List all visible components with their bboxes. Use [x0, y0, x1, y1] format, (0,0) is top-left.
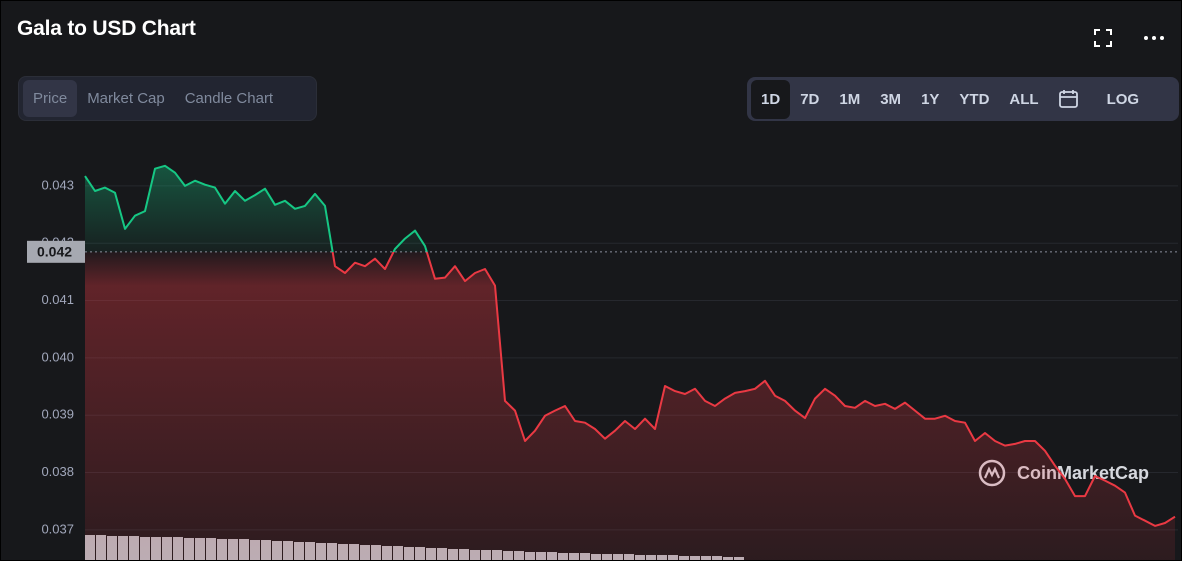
price-line [84, 164, 1176, 527]
range-button[interactable]: 7D [800, 90, 820, 108]
range-button[interactable]: 1Y [921, 90, 940, 108]
range-group: 1D 7D 1M 3M 1Y YTD ALL LOG [747, 77, 1179, 121]
range-button[interactable]: 1M [839, 90, 861, 108]
range-button[interactable]: 1D [751, 79, 791, 119]
range-button[interactable]: 3M [880, 90, 902, 108]
fullscreen-icon[interactable] [1093, 28, 1113, 48]
y-tick-label: 0.043 [41, 177, 74, 192]
current-price-box [27, 240, 85, 263]
tab[interactable]: Price [23, 80, 78, 117]
tab[interactable]: Candle Chart [184, 90, 274, 107]
range-button[interactable]: ALL [1009, 90, 1039, 108]
y-tick-label: 0.037 [41, 521, 74, 536]
log-button[interactable]: LOG [1106, 90, 1140, 108]
y-tick-label: 0.040 [41, 349, 74, 364]
y-tick-label: 0.041 [41, 292, 74, 307]
current-price-label: 0.042 [37, 244, 72, 260]
range-button[interactable]: YTD [959, 90, 990, 108]
tab-group: Price Market Cap Candle Chart [18, 76, 317, 121]
y-tick-label: 0.038 [41, 464, 74, 479]
more-icon[interactable] [1143, 35, 1165, 41]
y-tick-label: 0.039 [41, 407, 74, 422]
calendar-icon[interactable] [1049, 89, 1089, 109]
chart-title: Gala to USD Chart [17, 17, 196, 40]
price-area [85, 165, 1175, 560]
tab[interactable]: Market Cap [87, 90, 165, 107]
